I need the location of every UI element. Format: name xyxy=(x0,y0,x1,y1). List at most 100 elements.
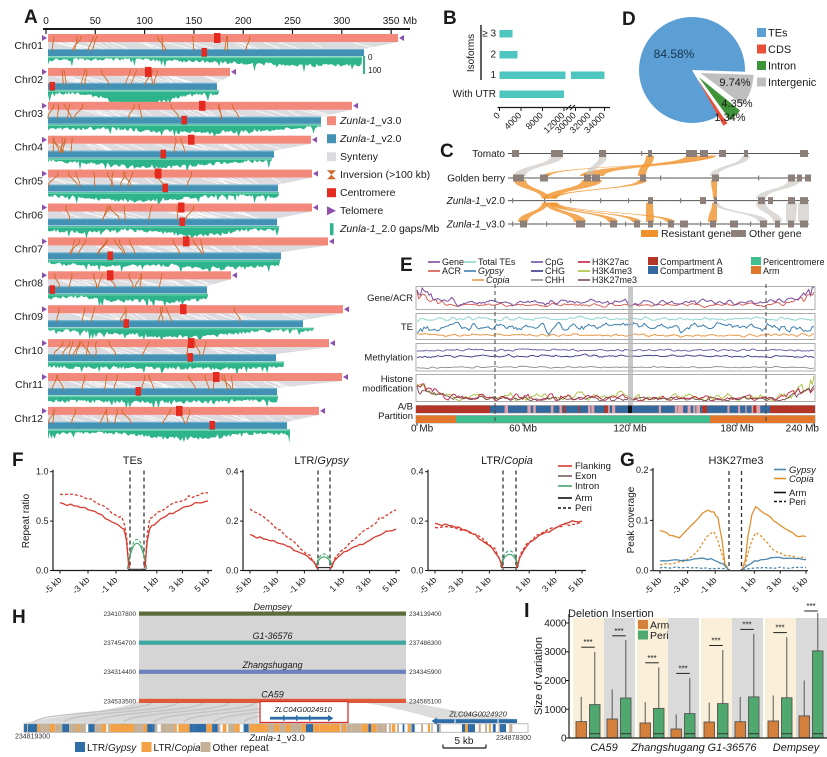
svg-text:Compartment B: Compartment B xyxy=(660,266,723,276)
svg-text:234345900: 234345900 xyxy=(409,669,442,676)
svg-text:***: *** xyxy=(806,602,815,611)
svg-text:Copia: Copia xyxy=(486,275,510,285)
svg-text:Inversion (>100 kb): Inversion (>100 kb) xyxy=(340,169,430,181)
svg-text:Chr04: Chr04 xyxy=(14,142,43,154)
svg-text:D: D xyxy=(622,9,636,30)
svg-text:237454700: 237454700 xyxy=(103,640,136,647)
svg-text:CHG: CHG xyxy=(545,266,565,276)
svg-text:Chr01: Chr01 xyxy=(14,40,43,52)
svg-text:Repeat ratio: Repeat ratio xyxy=(21,493,32,548)
svg-text:Other gene: Other gene xyxy=(749,228,802,240)
svg-text:LTR/Gypsy: LTR/Gypsy xyxy=(294,455,350,467)
svg-text:Exon: Exon xyxy=(575,471,597,482)
svg-text:4000: 4000 xyxy=(544,619,567,630)
svg-text:234819300: 234819300 xyxy=(15,734,50,741)
svg-text:237486300: 237486300 xyxy=(409,640,442,647)
svg-text:Dempsey: Dempsey xyxy=(253,602,292,612)
svg-text:Zunla-1_2.0 gaps/Mb: Zunla-1_2.0 gaps/Mb xyxy=(339,223,439,235)
svg-text:234314400: 234314400 xyxy=(103,669,136,676)
svg-text:2: 2 xyxy=(490,50,496,61)
svg-text:Chr07: Chr07 xyxy=(14,243,43,255)
svg-text:ZLC04G0024920: ZLC04G0024920 xyxy=(448,710,507,719)
svg-text:CpG: CpG xyxy=(545,257,564,267)
svg-text:0.1: 0.1 xyxy=(636,515,649,525)
svg-text:Chr05: Chr05 xyxy=(14,176,43,188)
svg-text:0.0: 0.0 xyxy=(411,566,424,576)
svg-text:3000: 3000 xyxy=(544,647,567,658)
svg-text:100: 100 xyxy=(136,16,153,27)
svg-text:LTR/Gypsy: LTR/Gypsy xyxy=(87,743,137,754)
svg-text:Zunla-1_v2.0: Zunla-1_v2.0 xyxy=(446,196,506,207)
svg-text:G1-36576: G1-36576 xyxy=(252,631,292,641)
svg-text:50: 50 xyxy=(90,16,102,27)
svg-text:Arm: Arm xyxy=(789,488,807,499)
svg-text:234565100: 234565100 xyxy=(409,698,442,705)
svg-text:0.0: 0.0 xyxy=(226,566,239,576)
svg-text:CA59: CA59 xyxy=(261,689,284,699)
svg-text:0: 0 xyxy=(368,53,373,62)
svg-text:1000: 1000 xyxy=(544,705,567,716)
svg-text:Size of variation: Size of variation xyxy=(533,637,545,715)
svg-text:F: F xyxy=(12,450,24,471)
svg-text:I: I xyxy=(524,600,530,622)
svg-text:350: 350 xyxy=(383,16,400,27)
svg-text:***: *** xyxy=(711,637,720,646)
svg-text:H3K27ac: H3K27ac xyxy=(592,257,630,267)
svg-text:H3K27me3: H3K27me3 xyxy=(708,455,763,467)
svg-text:ACR: ACR xyxy=(442,266,462,276)
svg-text:modification: modification xyxy=(362,384,413,395)
svg-text:0 Mb: 0 Mb xyxy=(411,424,434,435)
svg-text:CA59: CA59 xyxy=(590,742,618,754)
svg-text:TEs: TEs xyxy=(123,455,143,467)
svg-text:E: E xyxy=(400,255,413,276)
svg-text:Zunla-1_v3.0: Zunla-1_v3.0 xyxy=(248,733,304,744)
svg-text:0.0: 0.0 xyxy=(36,566,49,576)
svg-text:0.5: 0.5 xyxy=(36,516,49,526)
svg-text:Copia: Copia xyxy=(789,474,814,485)
svg-text:Arm: Arm xyxy=(763,266,780,276)
svg-text:Telomere: Telomere xyxy=(340,205,383,217)
svg-text:Tomato: Tomato xyxy=(472,149,505,160)
svg-text:C: C xyxy=(440,141,454,162)
svg-text:9.74%: 9.74% xyxy=(719,77,750,89)
svg-text:Intergenic: Intergenic xyxy=(768,77,817,89)
svg-text:Arm: Arm xyxy=(575,493,593,504)
svg-text:H3K4me3: H3K4me3 xyxy=(592,266,632,276)
svg-text:0.4: 0.4 xyxy=(226,467,239,477)
svg-text:***: *** xyxy=(614,627,623,636)
svg-text:Mb: Mb xyxy=(403,16,417,27)
svg-text:With UTR: With UTR xyxy=(453,89,496,100)
svg-text:Methylation: Methylation xyxy=(364,353,413,364)
svg-text:Gypsy: Gypsy xyxy=(478,266,504,276)
svg-text:240 Mb: 240 Mb xyxy=(786,424,820,435)
svg-text:Zunla-1_v3.0: Zunla-1_v3.0 xyxy=(446,220,506,231)
svg-text:***: *** xyxy=(583,638,592,647)
svg-text:Histone: Histone xyxy=(381,374,413,385)
svg-text:Isoforms: Isoforms xyxy=(466,34,477,72)
svg-text:100: 100 xyxy=(368,66,382,75)
svg-text:***: *** xyxy=(647,654,656,663)
svg-text:Resistant gene: Resistant gene xyxy=(661,228,731,240)
svg-text:Gypsy: Gypsy xyxy=(789,465,817,476)
svg-text:Chr03: Chr03 xyxy=(14,108,43,120)
svg-text:ZLC04G0024910: ZLC04G0024910 xyxy=(273,705,332,714)
svg-text:B: B xyxy=(443,8,457,29)
svg-text:Gene: Gene xyxy=(442,257,464,267)
svg-text:TEs: TEs xyxy=(768,28,788,40)
svg-text:0: 0 xyxy=(43,16,49,27)
svg-text:1.0: 1.0 xyxy=(36,467,49,477)
svg-text:***: *** xyxy=(742,620,751,629)
svg-text:250: 250 xyxy=(284,16,301,27)
svg-text:Chr06: Chr06 xyxy=(14,210,43,222)
svg-text:0: 0 xyxy=(561,734,567,745)
svg-text:200: 200 xyxy=(235,16,252,27)
svg-text:0.2: 0.2 xyxy=(226,516,239,526)
svg-text:4.35%: 4.35% xyxy=(721,98,752,110)
svg-text:G1-36576: G1-36576 xyxy=(708,742,758,754)
svg-text:Peak coverage: Peak coverage xyxy=(626,486,637,553)
svg-text:Chr09: Chr09 xyxy=(14,311,43,323)
svg-text:Intron: Intron xyxy=(575,481,599,492)
svg-text:84.58%: 84.58% xyxy=(654,47,695,61)
svg-text:Flanking: Flanking xyxy=(575,461,611,472)
svg-text:Peri: Peri xyxy=(789,497,806,508)
